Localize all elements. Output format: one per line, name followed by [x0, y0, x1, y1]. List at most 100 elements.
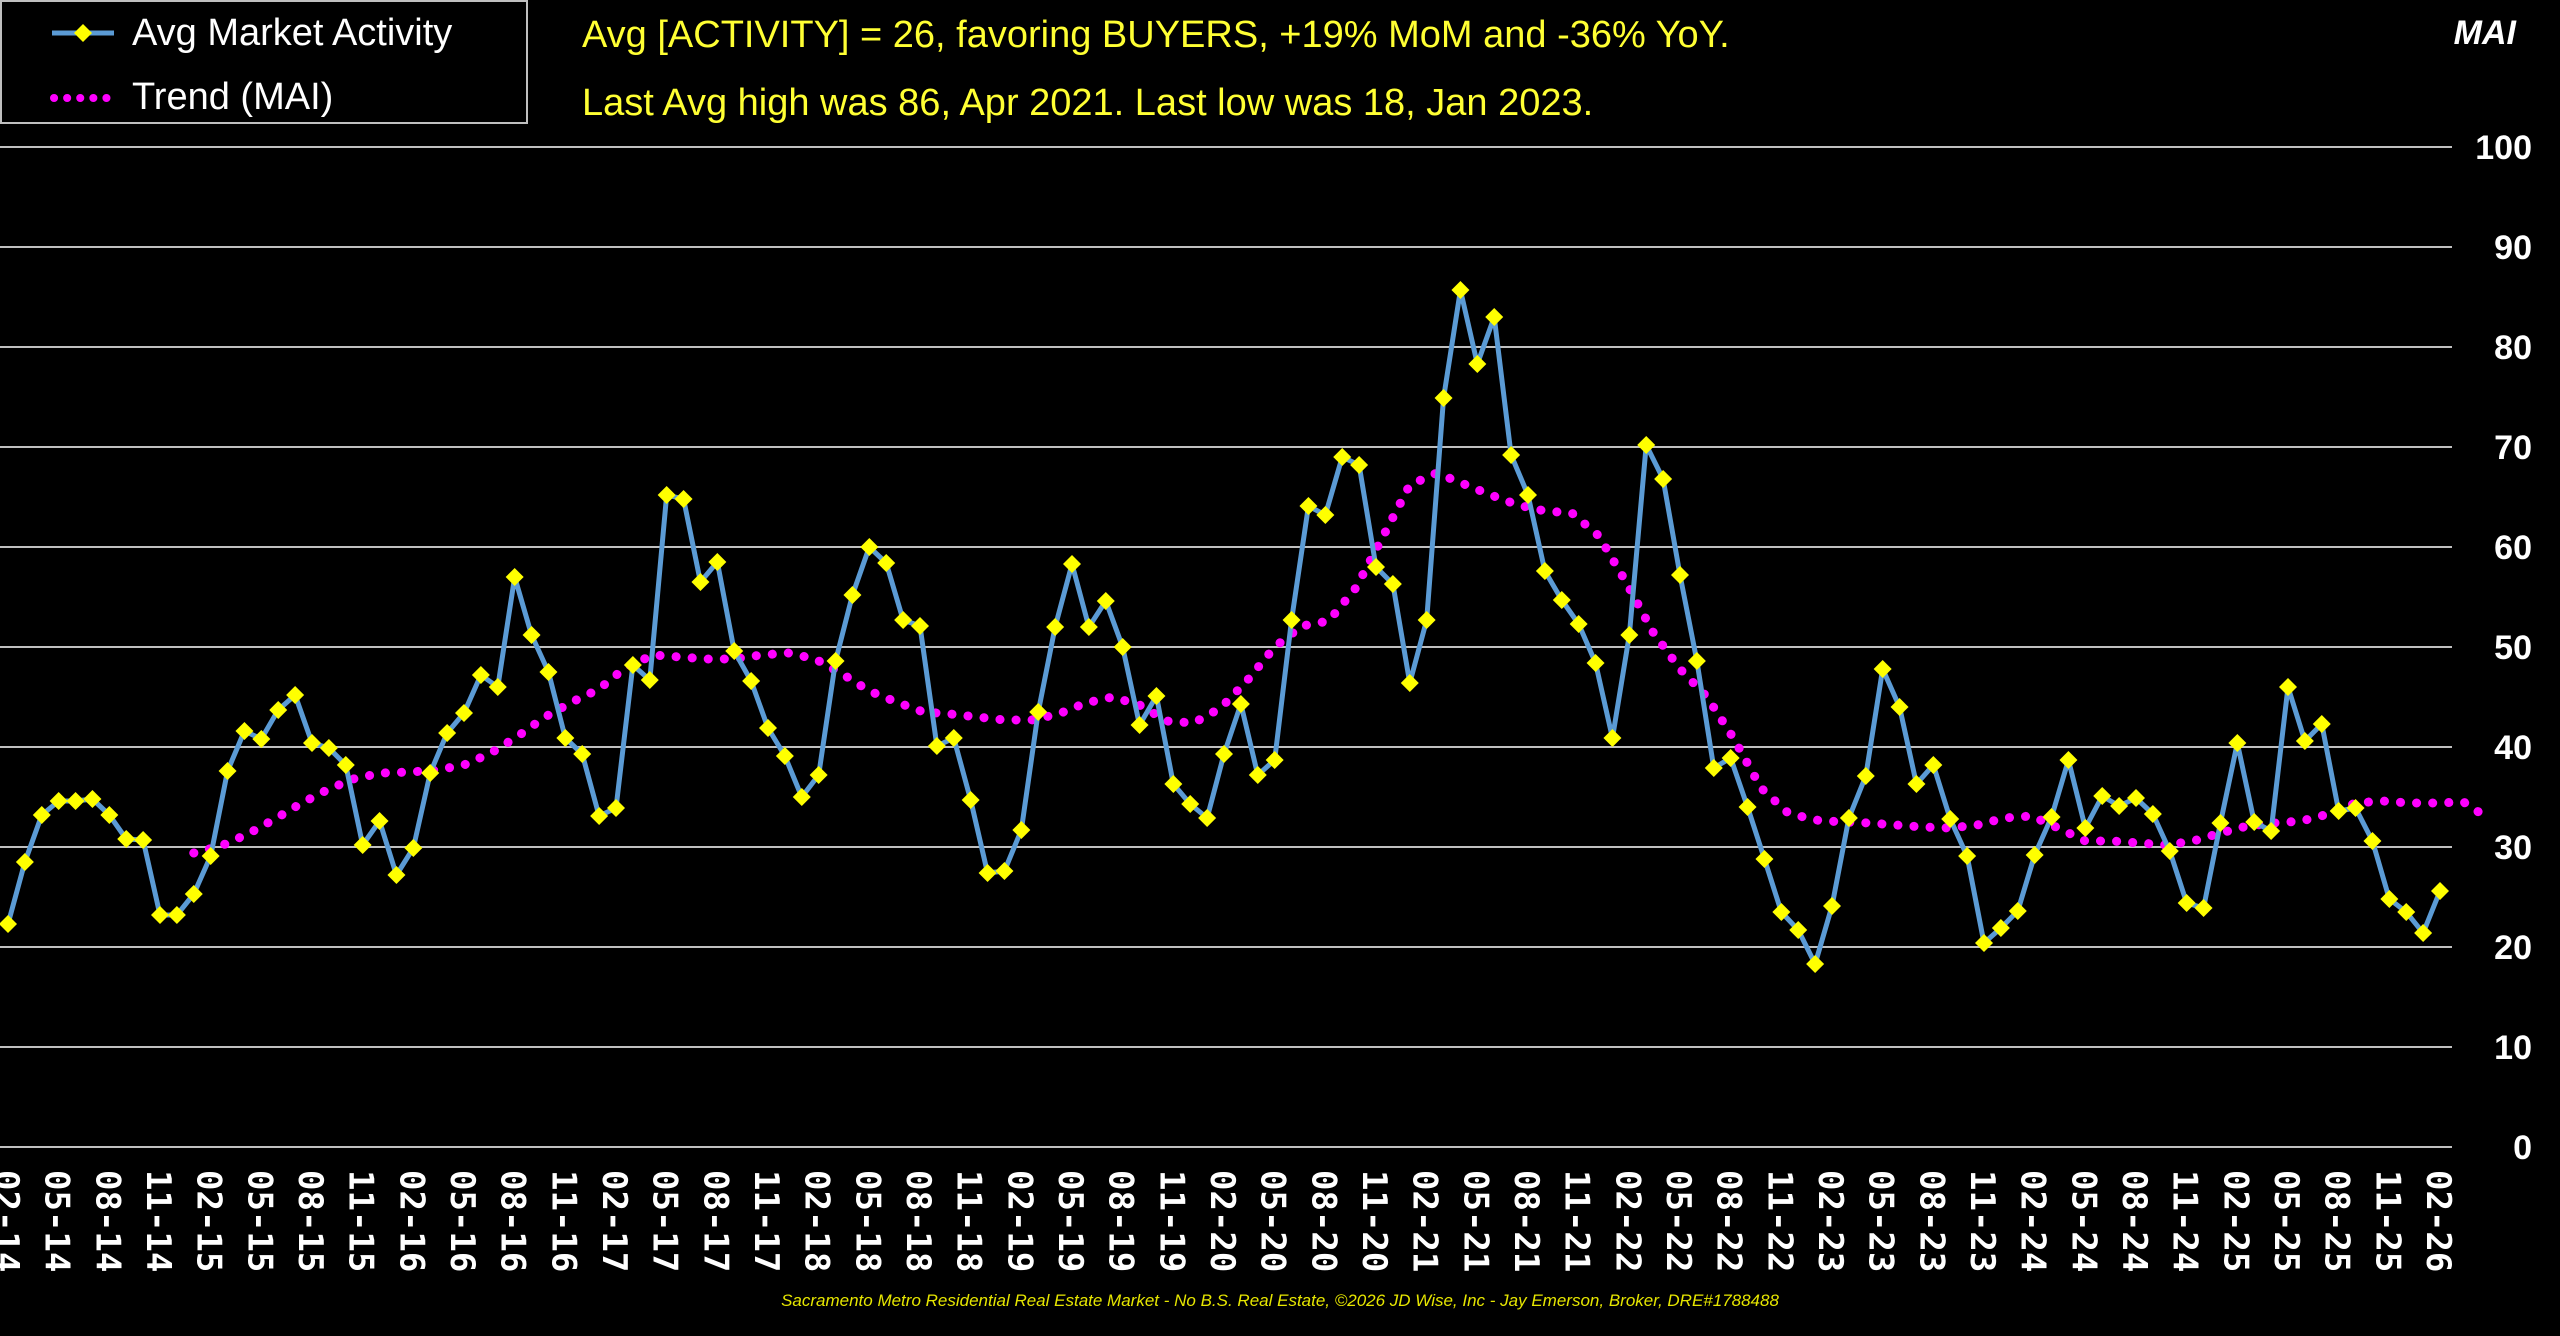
data-point-marker [2025, 846, 2044, 864]
data-point-marker [1924, 756, 1943, 774]
data-point-marker [1738, 798, 1757, 816]
data-point-marker [1383, 575, 1402, 593]
data-point-marker [1147, 687, 1166, 705]
x-tick-label: 05-18 [847, 1170, 887, 1272]
data-point-marker [49, 792, 68, 810]
y-tick-label: 30 [2494, 829, 2532, 867]
x-tick-label: 11-23 [1962, 1170, 2002, 1272]
data-point-marker [2008, 902, 2027, 920]
x-tick-label: 05-17 [645, 1170, 685, 1272]
x-tick-label: 02-25 [2215, 1170, 2255, 1272]
data-point-marker [1265, 751, 1284, 769]
legend-trend-label: Trend (MAI) [132, 76, 334, 118]
data-point-marker [83, 790, 102, 808]
data-point-marker [1519, 486, 1537, 504]
data-point-marker [2127, 789, 2145, 807]
data-point-marker [438, 724, 457, 742]
annotation-line-1: Avg [ACTIVITY] = 26, favoring BUYERS, +1… [582, 14, 1730, 56]
x-tick-label: 08-21 [1506, 1170, 1546, 1272]
data-point-marker [1113, 638, 1132, 656]
x-tick-label: 05-14 [37, 1170, 77, 1272]
x-tick-label: 11-14 [138, 1170, 178, 1272]
x-axis-ticks: 02-14 05-14 08-14 11-14 02-15 05-15 08-15 11-15… [0, 1170, 2458, 1272]
data-point-marker [911, 617, 929, 635]
data-point-marker [2143, 805, 2162, 823]
data-point-marker [961, 791, 980, 809]
data-point-marker [2346, 799, 2365, 817]
x-tick-label: 05-24 [2063, 1170, 2103, 1272]
y-tick-label: 0 [2513, 1129, 2532, 1167]
data-point-marker [2076, 819, 2095, 837]
x-tick-label: 08-15 [290, 1170, 330, 1272]
data-point-marker [1873, 660, 1892, 678]
data-point-marker [1907, 775, 1926, 793]
data-point-marker [1130, 716, 1149, 734]
x-tick-label: 11-21 [1557, 1170, 1597, 1272]
data-point-marker [336, 756, 355, 774]
x-tick-label: 08-22 [1709, 1170, 1749, 1272]
data-point-marker [488, 678, 507, 696]
data-point-marker [1096, 592, 1115, 610]
trend-series [189, 468, 2496, 858]
x-tick-label: 08-19 [1101, 1170, 1141, 1272]
data-point-marker [1755, 850, 1774, 868]
data-point-marker [590, 807, 609, 825]
y-tick-label: 20 [2494, 929, 2532, 967]
y-axis-unit-label: MAI [2453, 14, 2516, 52]
data-point-marker [100, 806, 119, 824]
data-point-marker [1502, 446, 1521, 464]
data-point-marker [2194, 899, 2213, 917]
x-tick-label: 08-16 [493, 1170, 533, 1272]
data-point-marker [1603, 729, 1622, 747]
data-point-marker [657, 486, 676, 504]
data-point-marker [505, 568, 524, 586]
data-point-marker [860, 538, 879, 556]
data-point-marker [1958, 847, 1977, 865]
data-point-marker [2059, 751, 2078, 769]
data-point-marker [319, 739, 338, 757]
y-tick-label: 50 [2494, 629, 2532, 667]
data-point-marker [2414, 924, 2433, 942]
x-tick-label: 08-17 [695, 1170, 735, 1272]
x-tick-label: 11-22 [1759, 1170, 1799, 1272]
data-point-marker [2329, 802, 2348, 820]
data-point-marker [522, 626, 541, 644]
x-tick-label: 02-19 [999, 1170, 1039, 1272]
data-point-marker [1975, 934, 1993, 952]
data-point-marker [1215, 745, 1233, 763]
data-point-marker [1164, 775, 1183, 793]
data-point-marker [623, 656, 642, 674]
data-point-marker [15, 853, 34, 871]
data-point-marker [1417, 611, 1436, 629]
legend-series-marker [74, 24, 92, 42]
x-tick-label: 05-22 [1658, 1170, 1698, 1272]
data-point-marker [286, 686, 305, 704]
data-point-marker [2431, 882, 2449, 900]
data-point-marker [708, 553, 727, 571]
data-point-marker [32, 806, 51, 824]
legend-swatches [50, 24, 118, 102]
x-tick-label: 08-25 [2317, 1170, 2357, 1272]
data-point-marker [1671, 566, 1689, 584]
x-tick-label: 02-15 [189, 1170, 229, 1272]
footer-credit: Sacramento Metro Residential Real Estate… [781, 1291, 1779, 1310]
data-point-marker [927, 737, 946, 755]
data-point-marker [1772, 903, 1791, 921]
x-tick-label: 05-21 [1455, 1170, 1495, 1272]
data-point-marker [944, 729, 963, 747]
data-point-marker [573, 745, 592, 763]
x-tick-label: 02-20 [1202, 1170, 1242, 1272]
x-tick-label: 02-14 [0, 1170, 26, 1272]
data-point-marker [1535, 562, 1554, 580]
data-point-marker [1400, 674, 1419, 692]
data-point-marker [2279, 678, 2297, 696]
data-point-marker [2093, 787, 2112, 805]
data-point-marker [2160, 842, 2179, 860]
data-point-marker [894, 611, 913, 629]
x-tick-label: 11-19 [1151, 1170, 1191, 1272]
x-tick-label: 11-25 [2367, 1170, 2407, 1272]
data-point-marker [2177, 894, 2196, 912]
data-point-marker [471, 666, 490, 684]
data-point-marker [792, 788, 811, 806]
x-tick-label: 08-24 [2114, 1170, 2154, 1272]
